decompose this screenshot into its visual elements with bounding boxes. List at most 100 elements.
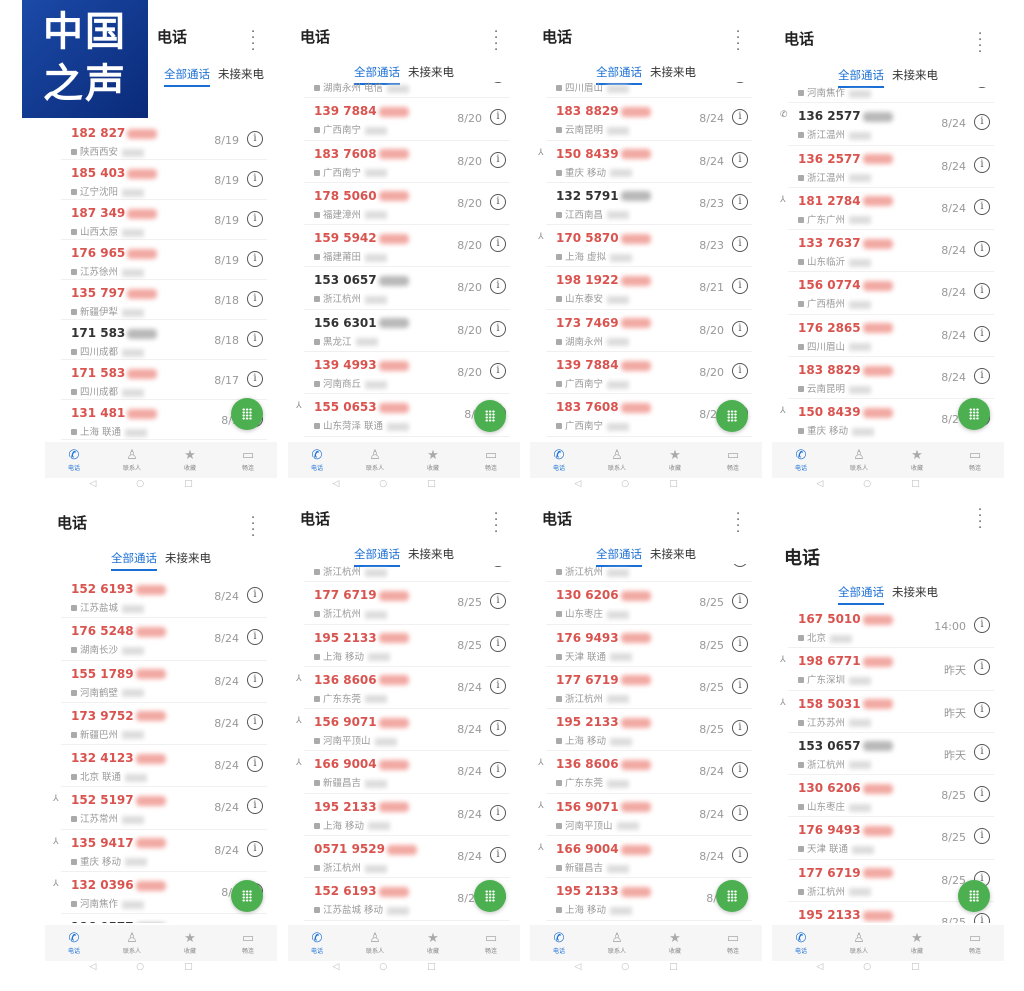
- nav-item-phone[interactable]: ✆ 电话: [297, 931, 337, 955]
- call-log-row[interactable]: ⅄ 181 2784 广东广州 8/24 i: [780, 188, 994, 231]
- info-icon[interactable]: i: [732, 847, 748, 864]
- info-icon[interactable]: i: [490, 320, 506, 337]
- info-icon[interactable]: i: [732, 320, 748, 337]
- call-log-row[interactable]: ⅄ 156 9071 河南平顶山 8/24 i: [296, 709, 510, 752]
- more-options-icon[interactable]: · · · ·: [736, 507, 742, 540]
- nav-item-contacts[interactable]: ♙ 联系人: [355, 448, 395, 472]
- tab-missed-calls[interactable]: 未接来电: [892, 585, 938, 599]
- info-icon[interactable]: i: [732, 151, 748, 168]
- more-options-icon[interactable]: · · · ·: [494, 25, 500, 58]
- tab-missed-calls[interactable]: 未接来电: [408, 547, 454, 561]
- call-log-row[interactable]: 136 2577 浙江温州 8/24 i: [788, 146, 994, 188]
- call-log-row[interactable]: ✆ 136 2577 浙江温州 8/24 i: [780, 103, 994, 146]
- call-log-row[interactable]: ⅄ 135 9417 重庆 移动 8/24 i: [53, 830, 267, 873]
- info-icon[interactable]: i: [490, 236, 506, 253]
- info-icon[interactable]: i: [732, 762, 748, 779]
- call-log-row[interactable]: 185 403 辽宁沈阳 8/19 i: [61, 160, 267, 200]
- info-icon[interactable]: i: [732, 82, 748, 83]
- dialpad-icon[interactable]: [231, 880, 263, 912]
- nav-item-contacts[interactable]: ♙ 联系人: [839, 448, 879, 472]
- info-icon[interactable]: i: [247, 251, 263, 267]
- call-log-row[interactable]: 178 5060 福建漳州 8/20 i: [304, 183, 510, 226]
- nav-item-contacts[interactable]: ♙ 联系人: [839, 931, 879, 955]
- info-icon[interactable]: i: [974, 325, 990, 342]
- call-log-row[interactable]: 132 5791 江西南昌 8/23 i: [546, 183, 752, 226]
- call-log-list[interactable]: 浙江杭州 i 130 6206 山东枣庄 8/25 i 176 9493 天津 联通 8/25 i…: [530, 564, 762, 923]
- info-icon[interactable]: i: [490, 847, 506, 864]
- call-log-row[interactable]: 187 349 山西太原 8/19 i: [61, 200, 267, 240]
- call-log-row[interactable]: ⅄ 166 9004 新疆昌吉 8/24 i: [538, 836, 752, 879]
- info-icon[interactable]: i: [974, 368, 990, 385]
- call-log-list[interactable]: 四川眉山 8/24 i 183 8829 云南昆明 8/24 i ⅄ 150 8439 重庆 移动…: [530, 82, 762, 440]
- info-icon[interactable]: i: [247, 629, 263, 646]
- info-icon[interactable]: i: [247, 131, 263, 147]
- call-log-row[interactable]: 153 0657 浙江杭州 昨天 i: [788, 733, 994, 776]
- dialpad-icon[interactable]: [474, 880, 506, 912]
- nav-item-video[interactable]: ▭ 畅连: [471, 931, 511, 955]
- dialpad-icon[interactable]: [958, 398, 990, 430]
- tab-all-calls[interactable]: 全部通话: [596, 546, 642, 567]
- tab-all-calls[interactable]: 全部通话: [838, 584, 884, 605]
- info-icon[interactable]: i: [247, 840, 263, 857]
- info-icon[interactable]: i: [974, 786, 990, 803]
- nav-item-star[interactable]: ★ 收藏: [655, 448, 695, 472]
- call-log-row[interactable]: 186 0577i: [61, 914, 267, 923]
- info-icon[interactable]: i: [490, 109, 506, 126]
- info-icon[interactable]: i: [490, 82, 506, 83]
- call-log-row[interactable]: 171 583 四川成都 8/17 i: [61, 360, 267, 400]
- info-icon[interactable]: i: [974, 241, 990, 258]
- more-options-icon[interactable]: · · · ·: [978, 503, 984, 536]
- call-log-row[interactable]: 173 7469 湖南永州 8/20 i: [546, 310, 752, 353]
- tab-all-calls[interactable]: 全部通话: [354, 546, 400, 567]
- call-log-list[interactable]: 182 827 陕西西安 8/19 i 185 403 辽宁沈阳 8/19 i 187 349 山…: [45, 120, 277, 440]
- nav-item-phone[interactable]: ✆ 电话: [54, 931, 94, 955]
- info-icon[interactable]: i: [974, 659, 990, 676]
- tab-missed-calls[interactable]: 未接来电: [218, 67, 264, 81]
- info-icon[interactable]: i: [490, 363, 506, 380]
- call-log-row[interactable]: 176 9493 天津 联通 8/25 i: [788, 817, 994, 860]
- info-icon[interactable]: i: [732, 804, 748, 821]
- call-log-row[interactable]: 183 7608 广西南宁 8/20 i: [304, 141, 510, 183]
- call-log-row[interactable]: 171 583 四川成都 8/18 i: [61, 320, 267, 360]
- info-icon[interactable]: i: [732, 593, 748, 610]
- info-icon[interactable]: i: [732, 720, 748, 737]
- nav-item-phone[interactable]: ✆ 电话: [781, 448, 821, 472]
- call-log-row[interactable]: 176 2865 四川眉山 8/24 i: [788, 315, 994, 358]
- call-log-list[interactable]: 湖南永州 电信 i 139 7884 广西南宁 8/20 i 183 7608 广西南宁 8/2…: [288, 82, 520, 440]
- call-log-row[interactable]: 177 6719 浙江杭州 8/25 i: [546, 667, 752, 710]
- call-log-row[interactable]: 浙江杭州 8/25 i: [304, 566, 510, 583]
- nav-item-video[interactable]: ▭ 畅连: [471, 448, 511, 472]
- call-log-row[interactable]: 195 2133 上海 移动 8/24 i: [304, 794, 510, 837]
- call-log-row[interactable]: 195 2133 上海 移动 8/25 i: [304, 625, 510, 667]
- nav-item-star[interactable]: ★ 收藏: [413, 931, 453, 955]
- call-log-list[interactable]: 152 6193 江苏盐城 8/24 i 176 5248 湖南长沙 8/24 i 155 17…: [45, 576, 277, 923]
- call-log-row[interactable]: ⅄ 152 5197 江苏常州 8/24 i: [53, 787, 267, 830]
- tab-all-calls[interactable]: 全部通话: [838, 67, 884, 88]
- info-icon[interactable]: i: [732, 635, 748, 652]
- call-log-row[interactable]: 198 1922 山东泰安 8/21 i: [546, 267, 752, 310]
- info-icon[interactable]: i: [247, 371, 263, 387]
- nav-item-video[interactable]: ▭ 畅连: [955, 448, 995, 472]
- tab-missed-calls[interactable]: 未接来电: [165, 551, 211, 565]
- more-options-icon[interactable]: · · · ·: [251, 25, 257, 58]
- call-log-row[interactable]: ⅄ 170 5870 上海 虚拟 8/23 i: [538, 225, 752, 268]
- call-log-row[interactable]: 156 6301 黑龙江 8/20 i: [304, 310, 510, 353]
- call-log-row[interactable]: 133 7637 山东临沂 8/24 i: [788, 230, 994, 273]
- call-log-row[interactable]: 182 827 陕西西安 8/19 i: [61, 120, 267, 160]
- call-log-row[interactable]: ⅄ 136 8606 广东东莞 8/24 i: [538, 751, 752, 794]
- info-icon[interactable]: i: [974, 701, 990, 718]
- call-log-row[interactable]: 139 4993 河南商丘 8/20 i: [304, 352, 510, 395]
- nav-item-star[interactable]: ★ 收藏: [170, 448, 210, 472]
- call-log-row[interactable]: ⅄ 136 8606 广东东莞 8/24 i: [296, 667, 510, 710]
- nav-item-contacts[interactable]: ♙ 联系人: [112, 448, 152, 472]
- call-log-list[interactable]: 浙江杭州 8/25 i 177 6719 浙江杭州 8/25 i 195 2133 上海 移动 8…: [288, 566, 520, 923]
- call-log-row[interactable]: 176 965 江苏徐州 8/19 i: [61, 240, 267, 280]
- nav-item-phone[interactable]: ✆ 电话: [297, 448, 337, 472]
- tab-all-calls[interactable]: 全部通话: [354, 64, 400, 85]
- tab-missed-calls[interactable]: 未接来电: [650, 65, 696, 79]
- info-icon[interactable]: i: [974, 913, 990, 923]
- call-log-row[interactable]: 132 4123 北京 联通 8/24 i: [61, 745, 267, 788]
- call-log-row[interactable]: 139 7884 广西南宁 8/20 i: [546, 352, 752, 395]
- dialpad-icon[interactable]: [474, 400, 506, 432]
- call-log-row[interactable]: 浙江杭州 i: [546, 564, 752, 583]
